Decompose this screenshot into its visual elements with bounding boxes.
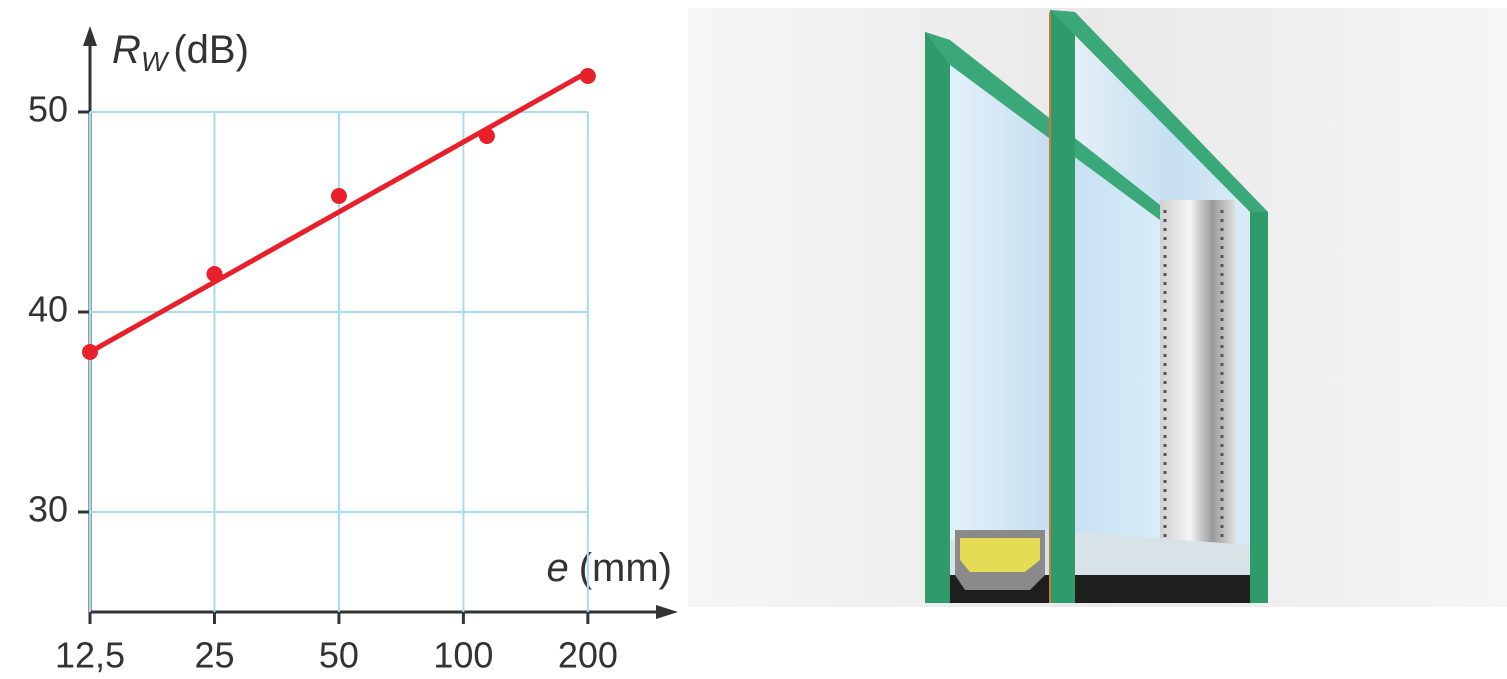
- x-label-unit: (mm): [579, 546, 672, 590]
- figure: RW(dB) e(mm) 30 40 50 12,5 25 50 100 200: [0, 0, 1507, 679]
- glazing-illustration: [688, 8, 1507, 607]
- x-label-symbol: e: [546, 546, 568, 590]
- data-point: [331, 188, 347, 204]
- x-tick-label: 200: [558, 635, 618, 676]
- page: RW(dB) e(mm) 30405012,52550100200 (() =>…: [0, 0, 1507, 679]
- y-tick-label: 30: [28, 489, 68, 530]
- y-label: RW(dB): [112, 28, 249, 78]
- x-tick-label: 25: [194, 635, 234, 676]
- x-tick-label: 100: [433, 635, 493, 676]
- y-tick-label: 50: [28, 89, 68, 130]
- x-label: e(mm): [546, 546, 672, 590]
- x-tick-label: 12,5: [55, 635, 125, 676]
- y-label-unit: (dB): [173, 28, 249, 72]
- x-tick-label: 50: [319, 635, 359, 676]
- data-point: [82, 344, 98, 360]
- data-point: [206, 266, 222, 282]
- y-tick-label: 40: [28, 289, 68, 330]
- x-arrow: [656, 605, 678, 619]
- y-arrow: [83, 26, 97, 46]
- data-point: [479, 128, 495, 144]
- data-point: [580, 68, 596, 84]
- y-label-subscript: W: [141, 46, 170, 77]
- y-label-symbol: R: [112, 28, 141, 72]
